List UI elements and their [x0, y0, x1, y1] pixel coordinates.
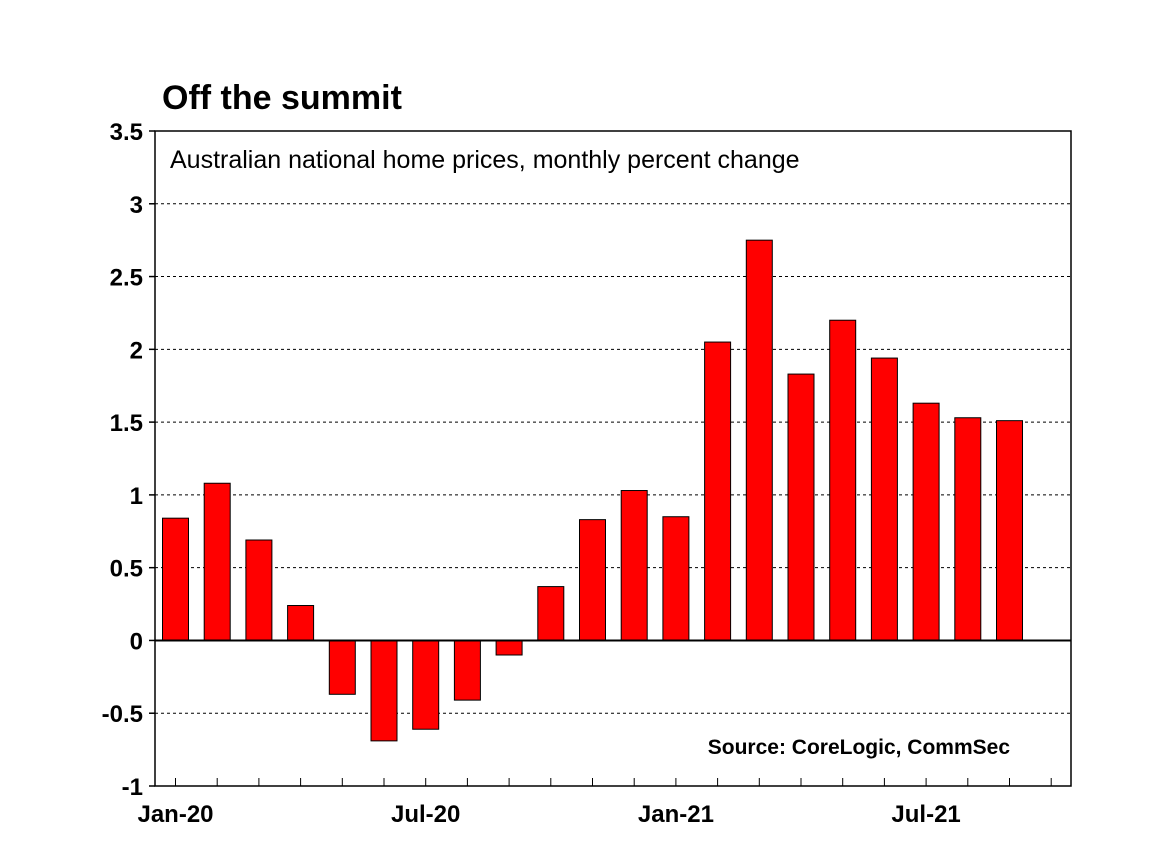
bar-Sep-20	[495, 639, 523, 656]
bar-Nov-20	[579, 519, 606, 641]
y-tick-label: 1.5	[110, 410, 143, 437]
bar-Sep-21	[996, 420, 1023, 641]
bar-Feb-20	[203, 482, 231, 641]
x-tick-label: Jan-20	[137, 801, 213, 828]
bar-Apr-20	[287, 605, 315, 641]
bar-Mar-21	[745, 239, 773, 641]
source-note: Source: CoreLogic, CommSec	[708, 736, 1011, 759]
y-tick-label: 1	[130, 483, 143, 510]
bar-Mar-20	[245, 539, 273, 641]
x-tick-label: Jul-20	[391, 801, 460, 828]
y-tick-label: 0	[130, 628, 143, 655]
bar-Jan-21	[662, 516, 690, 641]
bar-Jul-20	[412, 639, 440, 730]
bar-Jul-21	[912, 402, 940, 641]
bars	[162, 239, 1023, 742]
bar-Feb-21	[704, 341, 732, 641]
bar-Apr-21	[787, 373, 815, 641]
y-tick-label: 2.5	[110, 265, 143, 292]
plot-frame	[154, 130, 1072, 787]
x-tick-label: Jan-21	[638, 801, 714, 828]
bar-Jan-20	[162, 517, 189, 641]
x-axis-ticks: Jan-20 Jul-20 Jan-21 Jul-21	[137, 801, 960, 828]
y-tick-label: 3	[130, 192, 143, 219]
chart-title: Off the summit	[162, 79, 402, 117]
bar-Aug-20	[453, 639, 481, 701]
x-tick-label: Jul-21	[891, 801, 960, 828]
bar-Aug-21	[954, 417, 982, 641]
bar-May-21	[829, 319, 857, 641]
chart-subtitle: Australian national home prices, monthly…	[170, 146, 800, 174]
bar-Jun-21	[870, 357, 898, 641]
bar-Oct-20	[537, 586, 565, 641]
y-tick-label: 2	[130, 337, 143, 364]
y-axis-ticks: 3.5 3 2.5 2 1.5 1 0.5 0 -0.5 -1	[102, 119, 143, 801]
y-tick-label: -0.5	[102, 701, 143, 728]
y-tick-label: 3.5	[110, 119, 143, 146]
bar-May-20	[328, 639, 356, 695]
axes	[149, 130, 1071, 787]
bar-Dec-20	[620, 490, 648, 641]
bar-Jun-20	[370, 639, 398, 742]
y-tick-label: -1	[122, 774, 143, 801]
y-tick-label: 0.5	[110, 556, 143, 583]
gridlines	[155, 203, 1071, 714]
